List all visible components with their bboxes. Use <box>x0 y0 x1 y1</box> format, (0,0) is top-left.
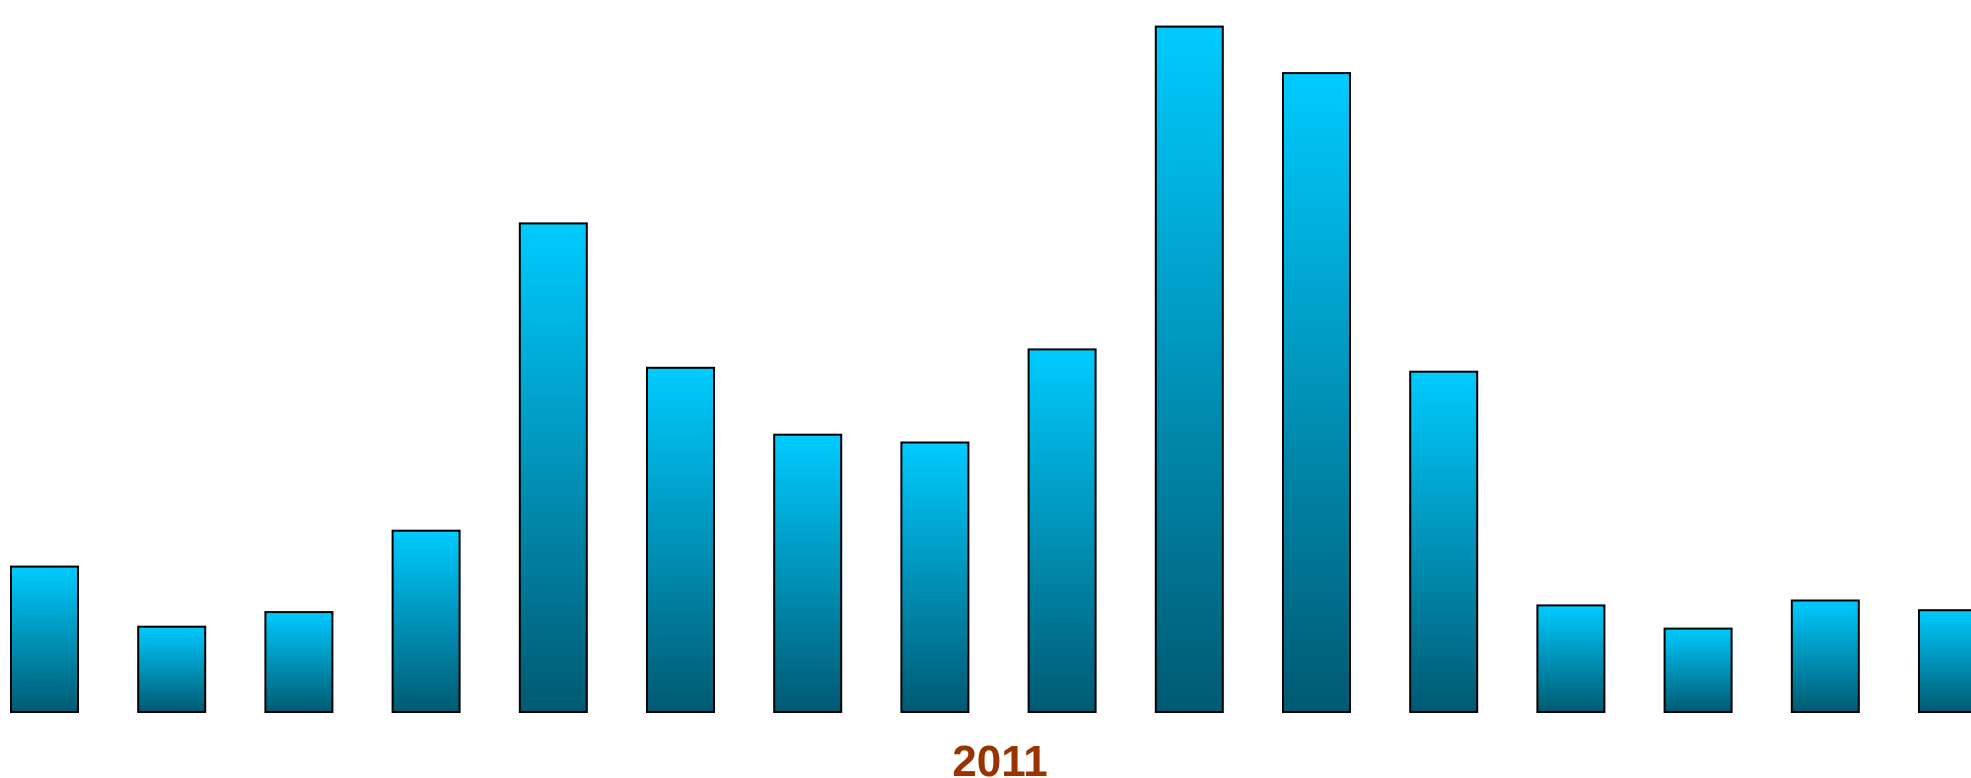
bar-4 <box>391 529 461 714</box>
bar-11 <box>1282 72 1351 714</box>
bar-6 <box>646 366 715 713</box>
bar-9 <box>1027 348 1097 713</box>
bar-15 <box>1790 599 1860 713</box>
bar-1 <box>10 565 79 713</box>
bar-16 <box>1918 609 1971 714</box>
bar-12 <box>1409 370 1479 713</box>
category-label-2011: 2011 <box>952 737 1047 778</box>
bar-8 <box>900 441 970 713</box>
bar-14 <box>1663 627 1733 713</box>
bar-2 <box>137 625 207 714</box>
bar-series <box>10 25 1971 714</box>
bar-7 <box>773 433 843 713</box>
bar-5 <box>518 222 588 713</box>
bar-10 <box>1154 25 1224 714</box>
bar-3 <box>264 611 334 713</box>
bar-13 <box>1536 604 1606 714</box>
